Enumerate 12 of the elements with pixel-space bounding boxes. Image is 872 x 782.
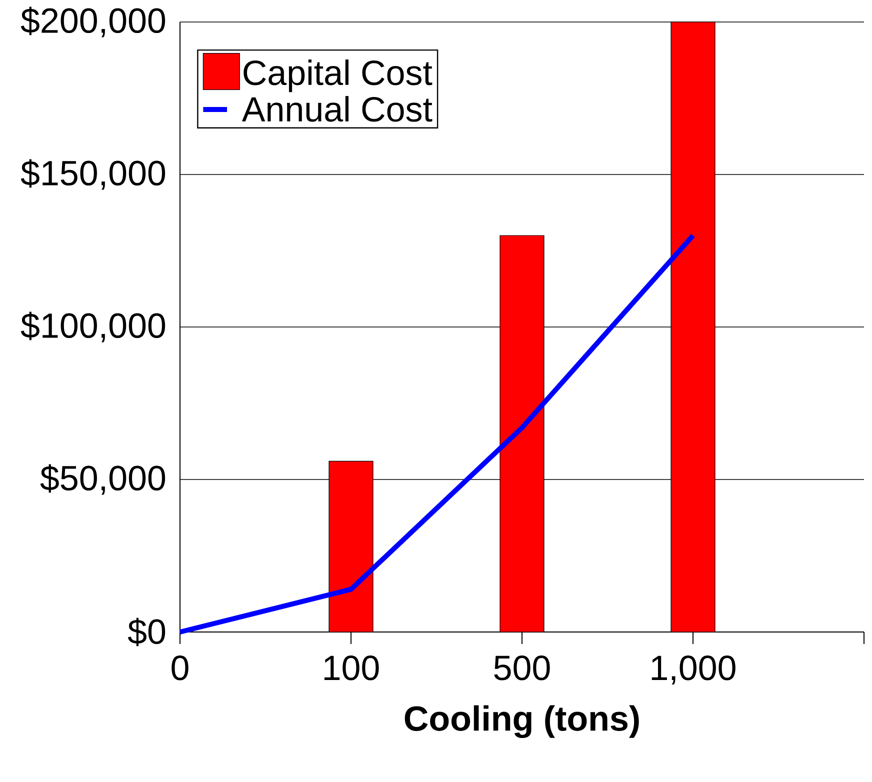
x-tick-label: 100 — [324, 656, 379, 680]
y-tick-label: $50,000 — [40, 464, 166, 495]
x-tick-label: 500 — [494, 656, 550, 680]
y-tick-label: $200,000 — [20, 6, 166, 38]
legend-label: Annual Cost — [242, 96, 432, 122]
x-axis-title: Cooling (tons) — [404, 705, 639, 738]
x-tick-label: 0 — [172, 656, 188, 680]
y-tick-label: $150,000 — [20, 159, 166, 190]
legend-label: Capital Cost — [244, 60, 432, 92]
y-tick-label: $0 — [128, 618, 166, 646]
y-tick-label: $100,000 — [20, 312, 166, 342]
x-tick-label: 1,000 — [652, 656, 736, 684]
